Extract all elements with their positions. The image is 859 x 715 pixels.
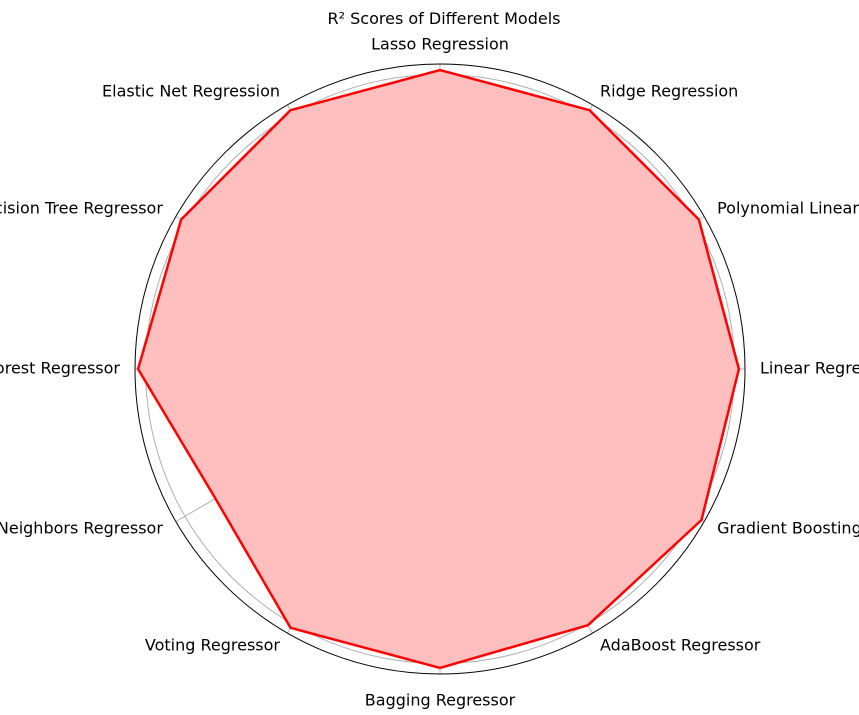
category-label: Ridge Regression (600, 81, 738, 100)
category-label: Linear Regression (760, 359, 859, 378)
label-layer: Linear Regression Polynomial Linear Regre… (0, 35, 859, 710)
category-label: Voting Regressor (145, 636, 281, 655)
category-label: K-Nearest Neighbors Regressor (0, 519, 163, 538)
category-label: Random Forest Regressor (0, 359, 120, 378)
category-label: Polynomial Linear Regression (717, 199, 859, 218)
category-label: Bagging Regressor (365, 691, 516, 710)
chart-title: R² Scores of Different Models (328, 9, 561, 28)
outer-frame (134, 63, 746, 675)
category-label: Elastic Net Regression (102, 81, 280, 100)
category-label: Lasso Regression (371, 35, 509, 54)
category-label: Gradient Boosting Regressor (717, 519, 859, 538)
category-label: Decision Tree Regressor (0, 199, 163, 218)
series-area (138, 70, 739, 668)
category-label: AdaBoost Regressor (600, 636, 761, 655)
data-layer (136, 68, 741, 670)
